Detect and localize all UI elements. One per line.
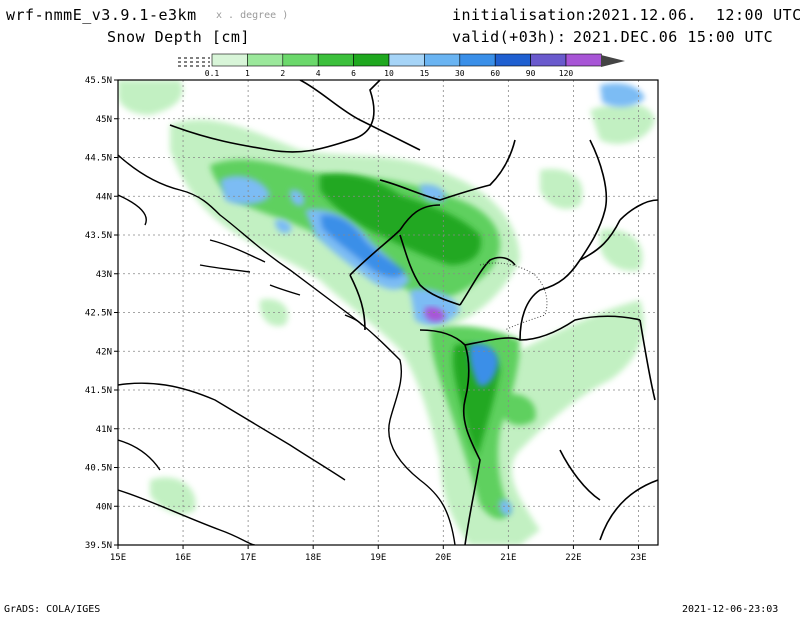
colorbar: 0.1 1 2 4 6 10 15 30 60 90 120 [178,53,625,78]
colorbar-label-7: 30 [455,69,465,78]
lon-label-6: 21E [500,553,516,563]
lat-label-2: 44.5N [85,154,112,164]
lon-label-3: 18E [305,553,321,563]
variable-title: Snow Depth [cm] [107,28,250,46]
lat-label-5: 43N [96,270,112,280]
init-label: initialisation: [452,6,595,24]
lon-label-1: 16E [175,553,191,563]
kosovo-border [479,262,548,331]
valid-value: 2021.DEC.06 15:00 UTC [573,28,774,46]
lat-label-0: 45.5N [85,76,112,86]
footer-timestamp: 2021-12-06-23:03 [682,604,779,615]
colorbar-label-1: 1 [245,69,250,78]
colorbar-label-2: 2 [280,69,285,78]
snow-field-purple [425,307,445,322]
colorbar-label-9: 90 [526,69,536,78]
lon-label-7: 22E [565,553,581,563]
colorbar-overflow-arrow [601,55,625,67]
lat-label-9: 41N [96,425,112,435]
colorbar-label-0: 0.1 [205,69,220,78]
lon-label-4: 19E [370,553,386,563]
lat-label-6: 42.5N [85,309,112,319]
lat-label-4: 43.5N [85,231,112,241]
snow-field-blue [220,83,645,516]
borders [169,80,658,545]
colorbar-label-10: 120 [559,69,574,78]
graticule [118,80,658,545]
footer-credit: GrADS: COLA/IGES [4,604,101,615]
colorbar-label-8: 60 [490,69,500,78]
colorbar-label-6: 15 [420,69,430,78]
lon-label-2: 17E [240,553,256,563]
colorbar-label-5: 10 [384,69,394,78]
lat-label-8: 41.5N [85,386,112,396]
colorbar-lowend-dashes [178,57,210,67]
lat-label-11: 40N [96,502,112,512]
lon-label-8: 23E [630,553,646,563]
valid-label: valid(+03h): [452,28,567,46]
lon-label-5: 20E [435,553,451,563]
model-title: wrf-nmmE_v3.9.1-e3km [6,6,197,24]
colorbar-label-4: 6 [351,69,356,78]
lat-label-10: 40.5N [85,464,112,474]
lat-label-7: 42N [96,347,112,357]
projection-note: x . degree ) [216,10,289,21]
lat-label-12: 39.5N [85,541,112,551]
coastlines [118,154,456,545]
colorbar-label-3: 4 [316,69,321,78]
init-value: 2021.12.06. 12:00 UTC [592,6,800,24]
lon-label-0: 15E [110,553,126,563]
lat-label-1: 45N [96,115,112,125]
lat-label-3: 44N [96,192,112,202]
